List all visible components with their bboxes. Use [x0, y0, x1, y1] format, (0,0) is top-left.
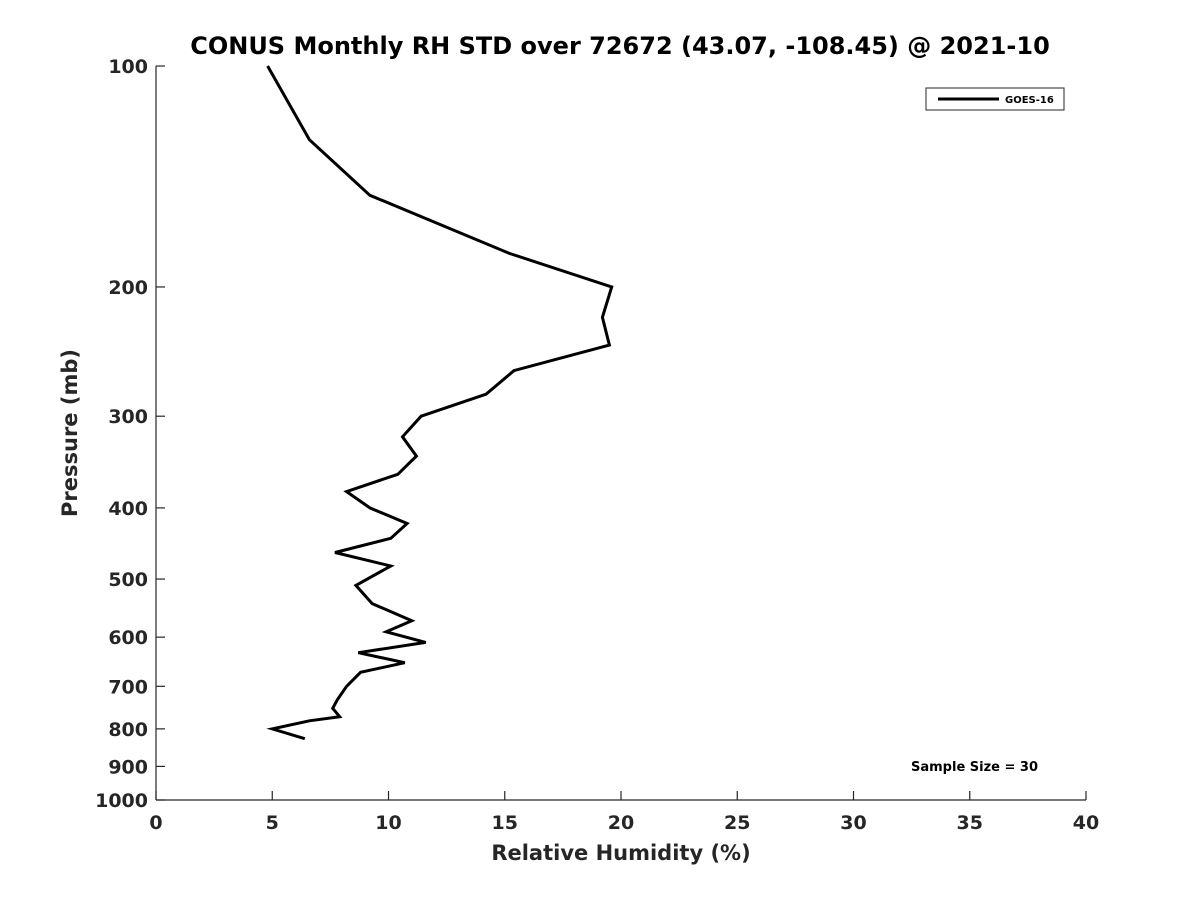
- series-lines: [266, 65, 614, 741]
- x-ticks: 0 5 10 15 20 25 30 35 40: [149, 791, 1099, 834]
- x-tick-label: 35: [957, 812, 983, 834]
- y-tick-label: 400: [108, 498, 148, 520]
- y-ticks: 100 200 300 400 500 600 700 800 900 1000: [95, 56, 165, 812]
- x-tick-label: 10: [375, 812, 401, 834]
- x-tick-label: 15: [492, 812, 518, 834]
- x-tick-label: 0: [149, 812, 162, 834]
- y-tick-label: 500: [108, 569, 148, 591]
- x-tick-label: 25: [724, 812, 750, 834]
- x-axis-label: Relative Humidity (%): [491, 841, 750, 865]
- x-tick-label: 40: [1073, 812, 1099, 834]
- legend: GOES-16: [925, 87, 1065, 111]
- sample-size-annotation: Sample Size = 30: [911, 760, 1038, 775]
- y-tick-label: 1000: [95, 790, 148, 812]
- x-tick-label: 20: [608, 812, 634, 834]
- legend-label: GOES-16: [1005, 95, 1054, 106]
- y-tick-label: 200: [108, 277, 148, 299]
- y-tick-label: 900: [108, 756, 148, 778]
- y-tick-label: 300: [108, 406, 148, 428]
- y-axis-label: Pressure (mb): [58, 349, 82, 517]
- axes: [155, 66, 1086, 801]
- y-tick-label: 800: [108, 719, 148, 741]
- chart-title: CONUS Monthly RH STD over 72672 (43.07, …: [190, 32, 1050, 60]
- y-tick-label: 600: [108, 627, 148, 649]
- series-line-goes-16: [266, 65, 614, 741]
- x-tick-label: 30: [840, 812, 866, 834]
- y-tick-label: 700: [108, 676, 148, 698]
- y-tick-label: 100: [108, 56, 148, 78]
- x-tick-label: 5: [266, 812, 279, 834]
